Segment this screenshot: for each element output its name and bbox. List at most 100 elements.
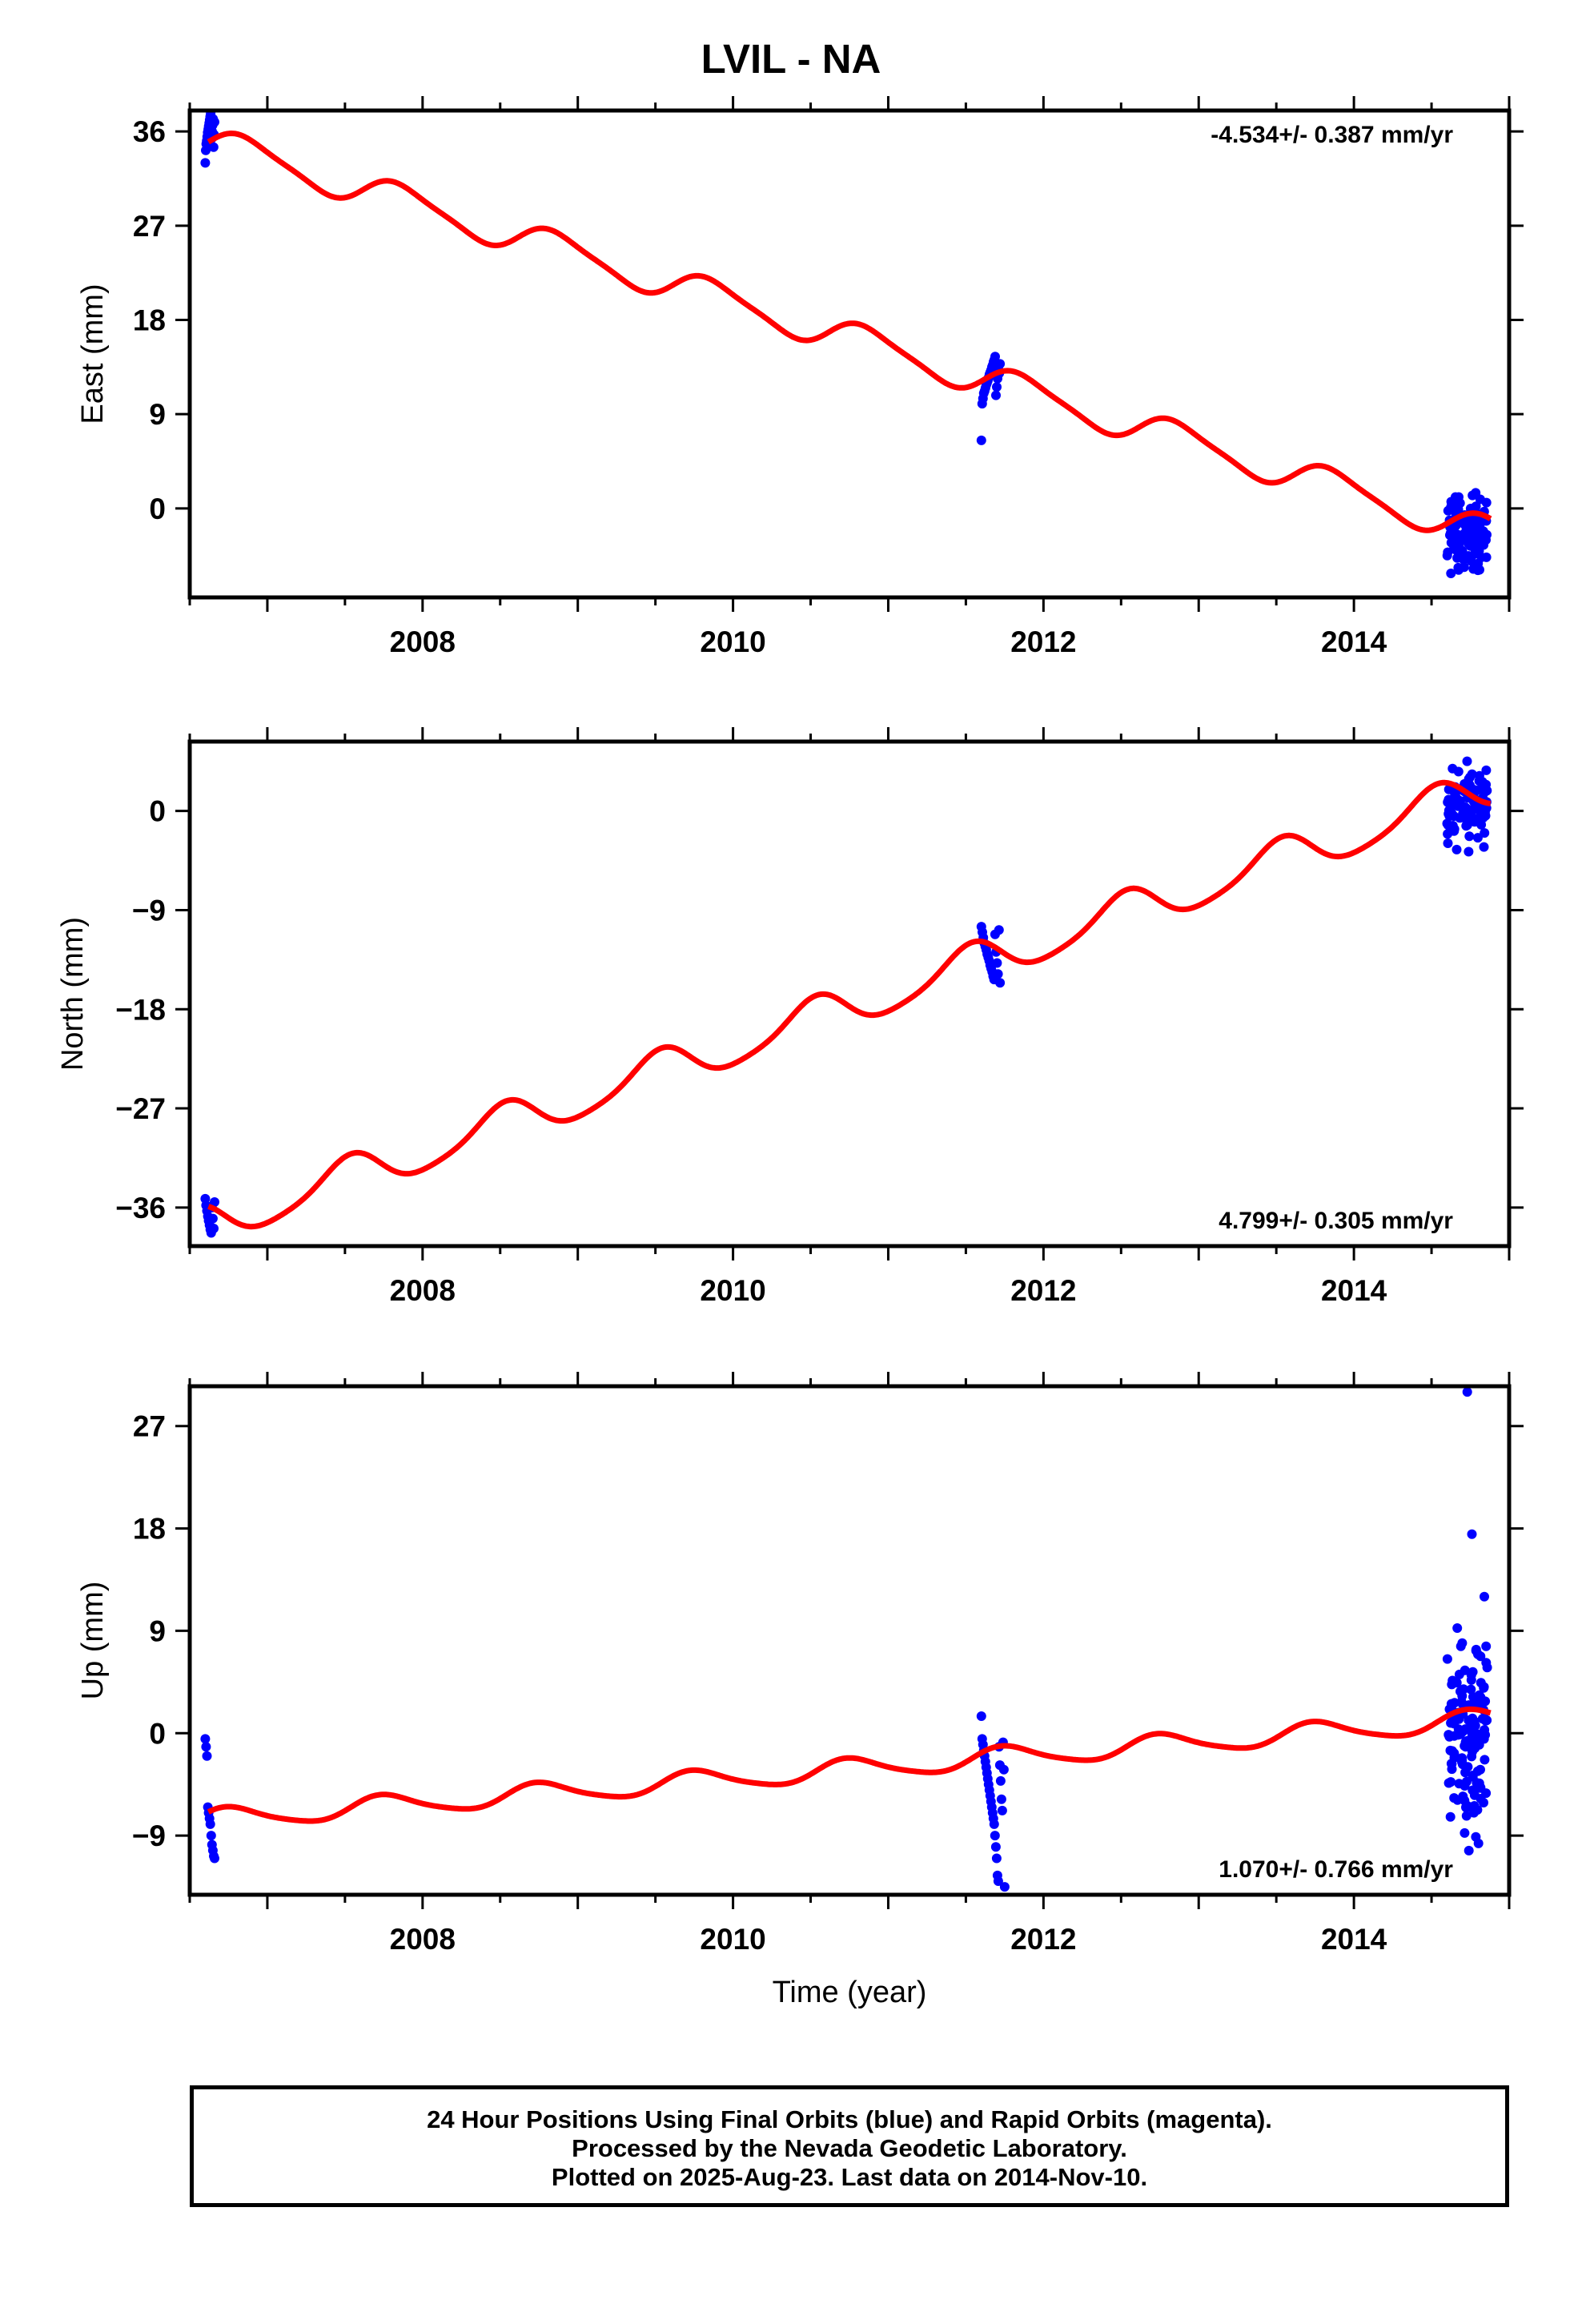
data-point — [1464, 1845, 1474, 1856]
data-point — [1481, 765, 1492, 775]
data-point — [976, 435, 986, 445]
data-point — [976, 1711, 986, 1721]
x-tick-label: 2014 — [1321, 625, 1387, 658]
data-point — [1479, 842, 1489, 852]
data-point — [991, 390, 1001, 400]
data-point — [1469, 817, 1480, 827]
x-tick-label: 2014 — [1321, 1274, 1387, 1307]
data-point — [996, 1794, 1006, 1804]
data-point — [206, 1831, 216, 1841]
data-point — [1465, 541, 1476, 551]
data-point — [1461, 1776, 1472, 1787]
x-tick-label: 2014 — [1321, 1923, 1387, 1956]
data-point — [1480, 1715, 1491, 1726]
data-point — [1449, 1749, 1460, 1759]
data-point — [990, 1831, 1000, 1841]
data-point — [1475, 565, 1484, 575]
y-tick-label: 27 — [133, 210, 166, 243]
model-curve — [207, 779, 1492, 1230]
data-point — [1445, 1811, 1456, 1822]
data-point — [1476, 1794, 1486, 1803]
x-tick-label: 2008 — [390, 625, 456, 658]
data-point — [1446, 1777, 1456, 1787]
y-tick-label: 27 — [133, 1410, 166, 1443]
data-point — [1476, 1678, 1486, 1688]
y-tick-label: −27 — [115, 1092, 166, 1125]
y-tick-label: 18 — [133, 1513, 166, 1546]
data-point — [200, 1734, 211, 1744]
y-tick-label: −9 — [132, 894, 166, 927]
x-tick-label: 2008 — [390, 1274, 456, 1307]
data-point — [1449, 1793, 1460, 1803]
data-point — [1480, 781, 1490, 791]
model-curve — [207, 131, 1492, 533]
data-point — [1452, 1623, 1463, 1633]
x-tick-label: 2012 — [1010, 1274, 1076, 1307]
data-point — [1475, 494, 1485, 505]
data-point — [1456, 1687, 1465, 1697]
data-point — [1446, 1699, 1456, 1709]
data-point — [1460, 1827, 1470, 1838]
data-point — [1466, 1684, 1476, 1695]
data-point — [995, 359, 1006, 369]
data-point — [1447, 810, 1456, 821]
data-point — [1480, 1591, 1489, 1602]
data-point — [1459, 562, 1469, 573]
data-point — [1449, 1719, 1460, 1729]
data-point — [1458, 1727, 1468, 1737]
footer-box: 24 Hour Positions Using Final Orbits (bl… — [190, 2085, 1509, 2207]
data-point — [1443, 797, 1453, 807]
data-point — [1454, 1779, 1464, 1789]
data-point — [1444, 1731, 1455, 1742]
y-tick-label: 9 — [149, 398, 166, 431]
panel-east: 2008 2010 2012 2014 0 9 18 27 36 East (mm) -4.534+… — [76, 96, 1524, 658]
data-point — [999, 1882, 1010, 1892]
data-point — [990, 352, 1000, 362]
data-point — [1451, 545, 1461, 555]
data-point — [1471, 1646, 1481, 1656]
data-point — [1461, 1802, 1471, 1812]
y-axis-label: Up (mm) — [76, 1582, 110, 1700]
plot-frame — [187, 108, 1512, 600]
data-point — [1460, 528, 1470, 538]
footer-line-3: Plotted on 2025-Aug-23. Last data on 201… — [551, 2163, 1148, 2191]
data-point — [1472, 547, 1482, 557]
data-point — [1462, 820, 1472, 830]
data-point — [1466, 1675, 1476, 1685]
data-point — [1457, 1753, 1468, 1763]
data-point — [1467, 769, 1477, 779]
y-axis-label: East (mm) — [76, 283, 110, 424]
data-point — [1474, 1690, 1484, 1700]
data-point — [1474, 1739, 1484, 1750]
data-point — [210, 117, 219, 127]
data-point — [1452, 844, 1462, 854]
data-point — [1480, 808, 1490, 818]
x-tick-label: 2010 — [700, 1923, 765, 1956]
data-point — [1467, 1529, 1477, 1539]
rate-label: 1.070+/- 0.766 mm/yr — [1219, 1856, 1453, 1883]
x-axis-label: Time (year) — [773, 1976, 927, 2009]
data-point — [994, 925, 1004, 935]
data-point — [1476, 1783, 1485, 1793]
data-point — [207, 1213, 218, 1224]
plot-frame — [187, 1384, 1512, 1897]
data-point — [1466, 556, 1476, 566]
y-tick-label: 18 — [133, 304, 166, 337]
data-point — [1446, 497, 1456, 507]
data-point — [201, 1742, 211, 1752]
data-point — [200, 158, 211, 168]
panel-up: 2008 2010 2012 2014 −9 0 9 18 27 Up (mm) 1.070+/- … — [76, 1372, 1524, 2009]
data-point — [1468, 1747, 1477, 1757]
y-tick-label: −9 — [132, 1819, 166, 1852]
data-point — [1459, 810, 1469, 821]
data-point — [1480, 1755, 1490, 1765]
x-tick-label: 2010 — [700, 1274, 765, 1307]
data-point — [1465, 806, 1476, 817]
plot-area — [200, 111, 1492, 578]
data-point — [993, 969, 1003, 979]
page-title: LVIL - NA — [701, 36, 881, 82]
data-point — [992, 958, 1002, 968]
data-point — [992, 382, 1002, 392]
data-point — [1482, 1663, 1492, 1673]
